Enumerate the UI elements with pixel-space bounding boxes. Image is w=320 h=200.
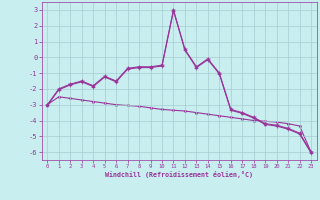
X-axis label: Windchill (Refroidissement éolien,°C): Windchill (Refroidissement éolien,°C) [105, 171, 253, 178]
